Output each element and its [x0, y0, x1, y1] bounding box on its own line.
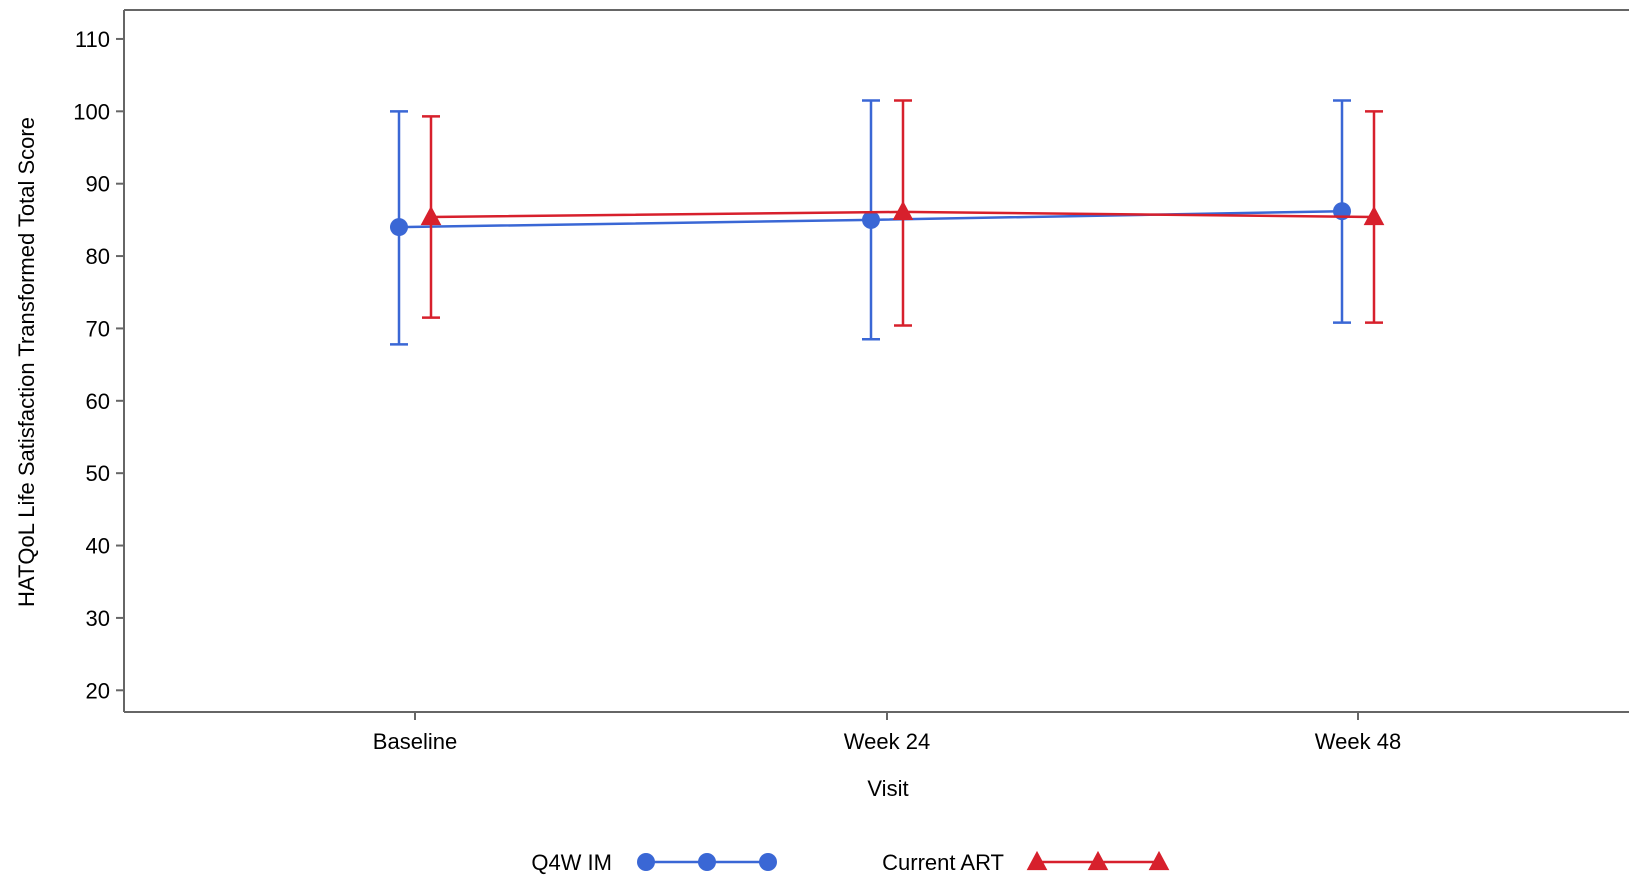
y-tick-label-80: 80 [86, 244, 110, 269]
legend-label-2: Current ART [882, 850, 1004, 875]
data-point-2-2 [892, 200, 914, 221]
y-axis-ticks: 20 30 40 50 60 70 80 90 100 110 [73, 27, 124, 703]
legend-marker-2-1 [1026, 850, 1048, 871]
data-point-2-3 [1363, 205, 1385, 226]
y-tick-label-90: 90 [86, 172, 110, 197]
data-point-2-1 [420, 205, 442, 226]
legend-item-2: Current ART [882, 850, 1170, 875]
y-tick-label-100: 100 [73, 99, 110, 124]
series-2 [420, 99, 1385, 327]
y-axis-title: HATQoL Life Satisfaction Transformed Tot… [14, 117, 39, 607]
x-axis-ticks: Baseline Week 24 Week 48 [373, 712, 1401, 754]
x-tick-label-3: Week 48 [1315, 729, 1401, 754]
data-point-1-2 [862, 210, 880, 229]
y-tick-label-30: 30 [86, 606, 110, 631]
legend-marker-1-3 [759, 853, 777, 871]
legend-marker-1-2 [698, 853, 716, 871]
x-tick-label-1: Baseline [373, 729, 457, 754]
legend-marker-2-3 [1148, 850, 1170, 871]
y-tick-label-70: 70 [86, 316, 110, 341]
legend: Q4W IM Current ART [531, 850, 1170, 875]
data-point-1-1 [390, 218, 408, 237]
y-tick-label-50: 50 [86, 461, 110, 486]
x-axis-title: Visit [867, 776, 908, 801]
x-tick-label-2: Week 24 [844, 729, 930, 754]
y-tick-label-60: 60 [86, 389, 110, 414]
series-layer [390, 99, 1385, 346]
y-tick-label-110: 110 [75, 27, 110, 52]
legend-marker-2-2 [1087, 850, 1109, 871]
y-tick-label-20: 20 [86, 678, 110, 703]
legend-label-1: Q4W IM [531, 850, 612, 875]
legend-marker-1-1 [637, 853, 655, 871]
plot-frame [123, 9, 1629, 713]
legend-item-1: Q4W IM [531, 850, 777, 875]
series-1 [390, 99, 1351, 346]
y-tick-label-40: 40 [86, 534, 110, 559]
